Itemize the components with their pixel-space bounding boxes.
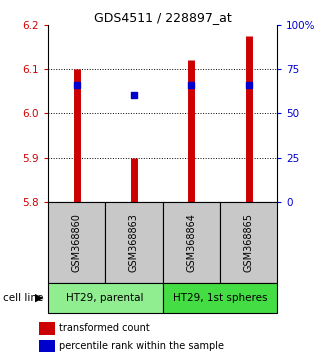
- Text: cell line: cell line: [3, 293, 44, 303]
- Point: [246, 82, 251, 87]
- Point: [74, 82, 79, 87]
- Text: percentile rank within the sample: percentile rank within the sample: [59, 341, 224, 351]
- Bar: [39, 340, 55, 352]
- Bar: [162, 202, 220, 283]
- Text: GSM368865: GSM368865: [244, 213, 253, 272]
- Text: GSM368864: GSM368864: [186, 213, 196, 272]
- Text: transformed count: transformed count: [59, 323, 150, 333]
- Text: HT29, 1st spheres: HT29, 1st spheres: [173, 293, 267, 303]
- Point: [188, 82, 194, 87]
- Text: HT29, parental: HT29, parental: [66, 293, 144, 303]
- Title: GDS4511 / 228897_at: GDS4511 / 228897_at: [94, 11, 231, 24]
- Bar: [48, 283, 162, 313]
- Bar: [48, 202, 105, 283]
- Point: [131, 92, 137, 98]
- Text: GSM368860: GSM368860: [72, 213, 82, 272]
- Bar: [220, 202, 277, 283]
- Bar: [39, 322, 55, 335]
- Bar: [162, 283, 277, 313]
- Text: ▶: ▶: [35, 293, 43, 303]
- Bar: [105, 202, 162, 283]
- Text: GSM368863: GSM368863: [129, 213, 139, 272]
